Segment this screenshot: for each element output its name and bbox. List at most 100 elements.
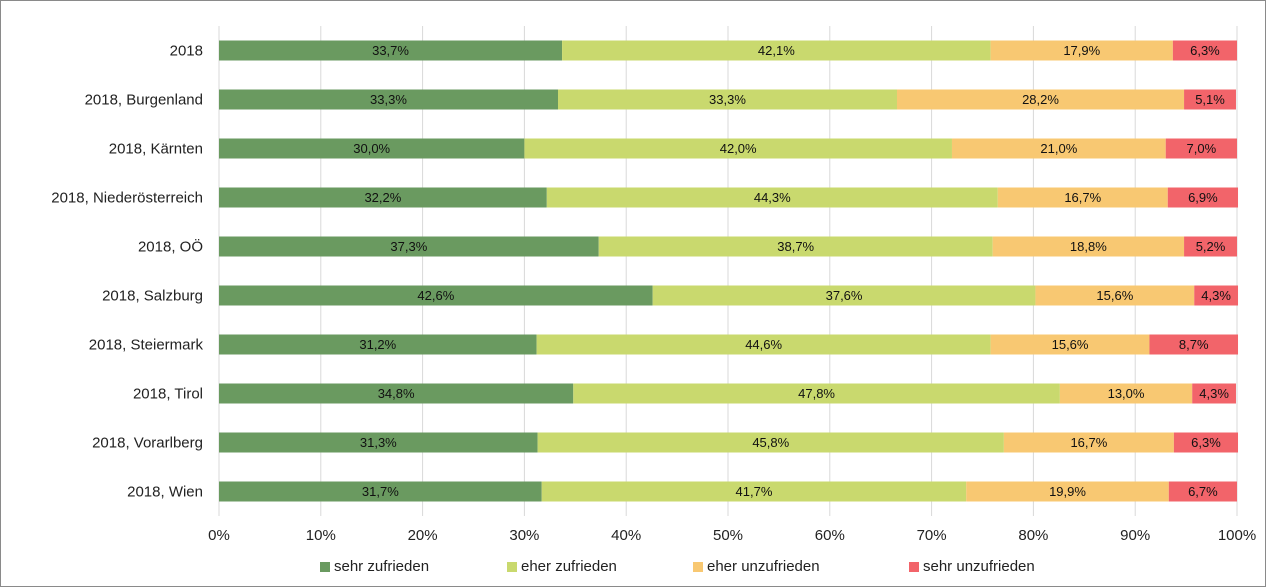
x-tick-label: 40% (611, 527, 641, 544)
category-label: 2018 (170, 42, 203, 59)
data-label: 34,8% (378, 386, 415, 401)
legend-item: eher zufrieden (507, 558, 617, 575)
legend-label: sehr zufrieden (334, 558, 429, 575)
bar-segment (966, 481, 1169, 502)
data-label: 28,2% (1022, 92, 1059, 107)
bar-segment (1167, 187, 1239, 208)
bar-segment (1003, 432, 1174, 453)
legend-item: sehr unzufrieden (909, 558, 1035, 575)
bar-segment (219, 481, 542, 502)
data-label: 47,8% (798, 386, 835, 401)
bar-segment (219, 285, 653, 306)
bar-segment (573, 383, 1060, 404)
bar-segment (1165, 138, 1237, 159)
category-label: 2018, Steiermark (89, 336, 204, 353)
bar-segment (990, 334, 1150, 355)
category-label: 2018, Vorarlberg (92, 434, 203, 451)
data-label: 16,7% (1064, 190, 1101, 205)
bar-segment (562, 40, 991, 61)
data-label: 33,3% (709, 92, 746, 107)
legend-label: sehr unzufrieden (923, 558, 1035, 575)
category-label: 2018, Tirol (133, 385, 203, 402)
bar-segment (219, 187, 547, 208)
bar-segment (1173, 432, 1239, 453)
data-label: 31,3% (360, 435, 397, 450)
bar-segment (990, 40, 1173, 61)
legend: sehr zufrieden eher zufrieden eher unzufri… (320, 558, 1035, 575)
data-label: 37,3% (390, 239, 427, 254)
bar-row: 31,3% 45,8% 16,7% 6,3% (219, 432, 1239, 453)
legend-item: eher unzufrieden (693, 558, 820, 575)
bar-segment (537, 432, 1004, 453)
bar-row: 37,3% 38,7% 18,8% 5,2% (219, 236, 1237, 257)
legend-swatch (507, 562, 517, 572)
bar-row: 33,7% 42,1% 17,9% 6,3% (219, 40, 1237, 61)
bar-segment (219, 432, 538, 453)
bar-segment (992, 236, 1185, 257)
x-tick-label: 100% (1218, 527, 1256, 544)
legend-swatch (320, 562, 330, 572)
bar-segment (1149, 334, 1239, 355)
data-label: 41,7% (736, 484, 773, 499)
bar-segment (652, 285, 1036, 306)
bar-segment (1168, 481, 1237, 502)
data-label: 16,7% (1070, 435, 1107, 450)
data-label: 8,7% (1179, 337, 1209, 352)
bar-segment (536, 334, 991, 355)
data-label: 38,7% (777, 239, 814, 254)
x-tick-label: 10% (306, 527, 336, 544)
data-label: 6,3% (1190, 43, 1220, 58)
bar-row: 34,8% 47,8% 13,0% 4,3% (219, 383, 1236, 404)
data-label: 13,0% (1108, 386, 1145, 401)
bar-segment (541, 481, 967, 502)
category-label: 2018, Burgenland (85, 91, 203, 108)
bar-segment (557, 89, 897, 110)
data-label: 15,6% (1052, 337, 1089, 352)
bar-segment (219, 89, 558, 110)
data-label: 5,1% (1195, 92, 1225, 107)
bar-segment (219, 334, 537, 355)
data-label: 19,9% (1049, 484, 1086, 499)
data-label: 4,3% (1201, 288, 1231, 303)
data-label: 4,3% (1199, 386, 1229, 401)
bar-segment (598, 236, 993, 257)
data-label: 44,6% (745, 337, 782, 352)
x-tick-label: 70% (917, 527, 947, 544)
x-tick-label: 50% (713, 527, 743, 544)
data-label: 44,3% (754, 190, 791, 205)
x-tick-label: 90% (1120, 527, 1150, 544)
bar-segment (546, 187, 998, 208)
x-tick-label: 0% (208, 527, 230, 544)
data-label: 42,0% (720, 141, 757, 156)
bar-segment (1194, 285, 1239, 306)
bar-segment (1059, 383, 1193, 404)
bar-segment (896, 89, 1185, 110)
data-label: 5,2% (1196, 239, 1226, 254)
data-label: 15,6% (1096, 288, 1133, 303)
data-label: 21,0% (1040, 141, 1077, 156)
category-labels: 2018 2018, Burgenland 2018, Kärnten 2018, N… (51, 42, 203, 500)
data-label: 33,7% (372, 43, 409, 58)
x-tick-label: 20% (408, 527, 438, 544)
category-label: 2018, Niederösterreich (51, 189, 203, 206)
category-label: 2018, Wien (127, 483, 203, 500)
data-label: 17,9% (1063, 43, 1100, 58)
bar-row: 33,3% 33,3% 28,2% 5,1% (219, 89, 1236, 110)
data-label: 30,0% (353, 141, 390, 156)
bar-segment (219, 236, 599, 257)
bar-row: 31,2% 44,6% 15,6% 8,7% (219, 334, 1239, 355)
data-label: 32,2% (364, 190, 401, 205)
bar-row: 42,6% 37,6% 15,6% 4,3% (219, 285, 1239, 306)
x-tick-labels: 0% 10% 20% 30% 40% 50% 60% 70% 80% 90% 100% (208, 527, 1256, 544)
data-label: 31,7% (362, 484, 399, 499)
bar-segment (997, 187, 1168, 208)
bar-segment (524, 138, 952, 159)
bar-segment (219, 40, 563, 61)
category-label: 2018, Salzburg (102, 287, 203, 304)
bar-segment (1184, 236, 1237, 257)
legend-swatch (909, 562, 919, 572)
data-label: 42,6% (417, 288, 454, 303)
bar-segment (1192, 383, 1236, 404)
legend-swatch (693, 562, 703, 572)
data-label: 42,1% (758, 43, 795, 58)
